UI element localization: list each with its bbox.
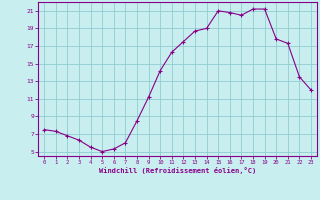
X-axis label: Windchill (Refroidissement éolien,°C): Windchill (Refroidissement éolien,°C) xyxy=(99,167,256,174)
